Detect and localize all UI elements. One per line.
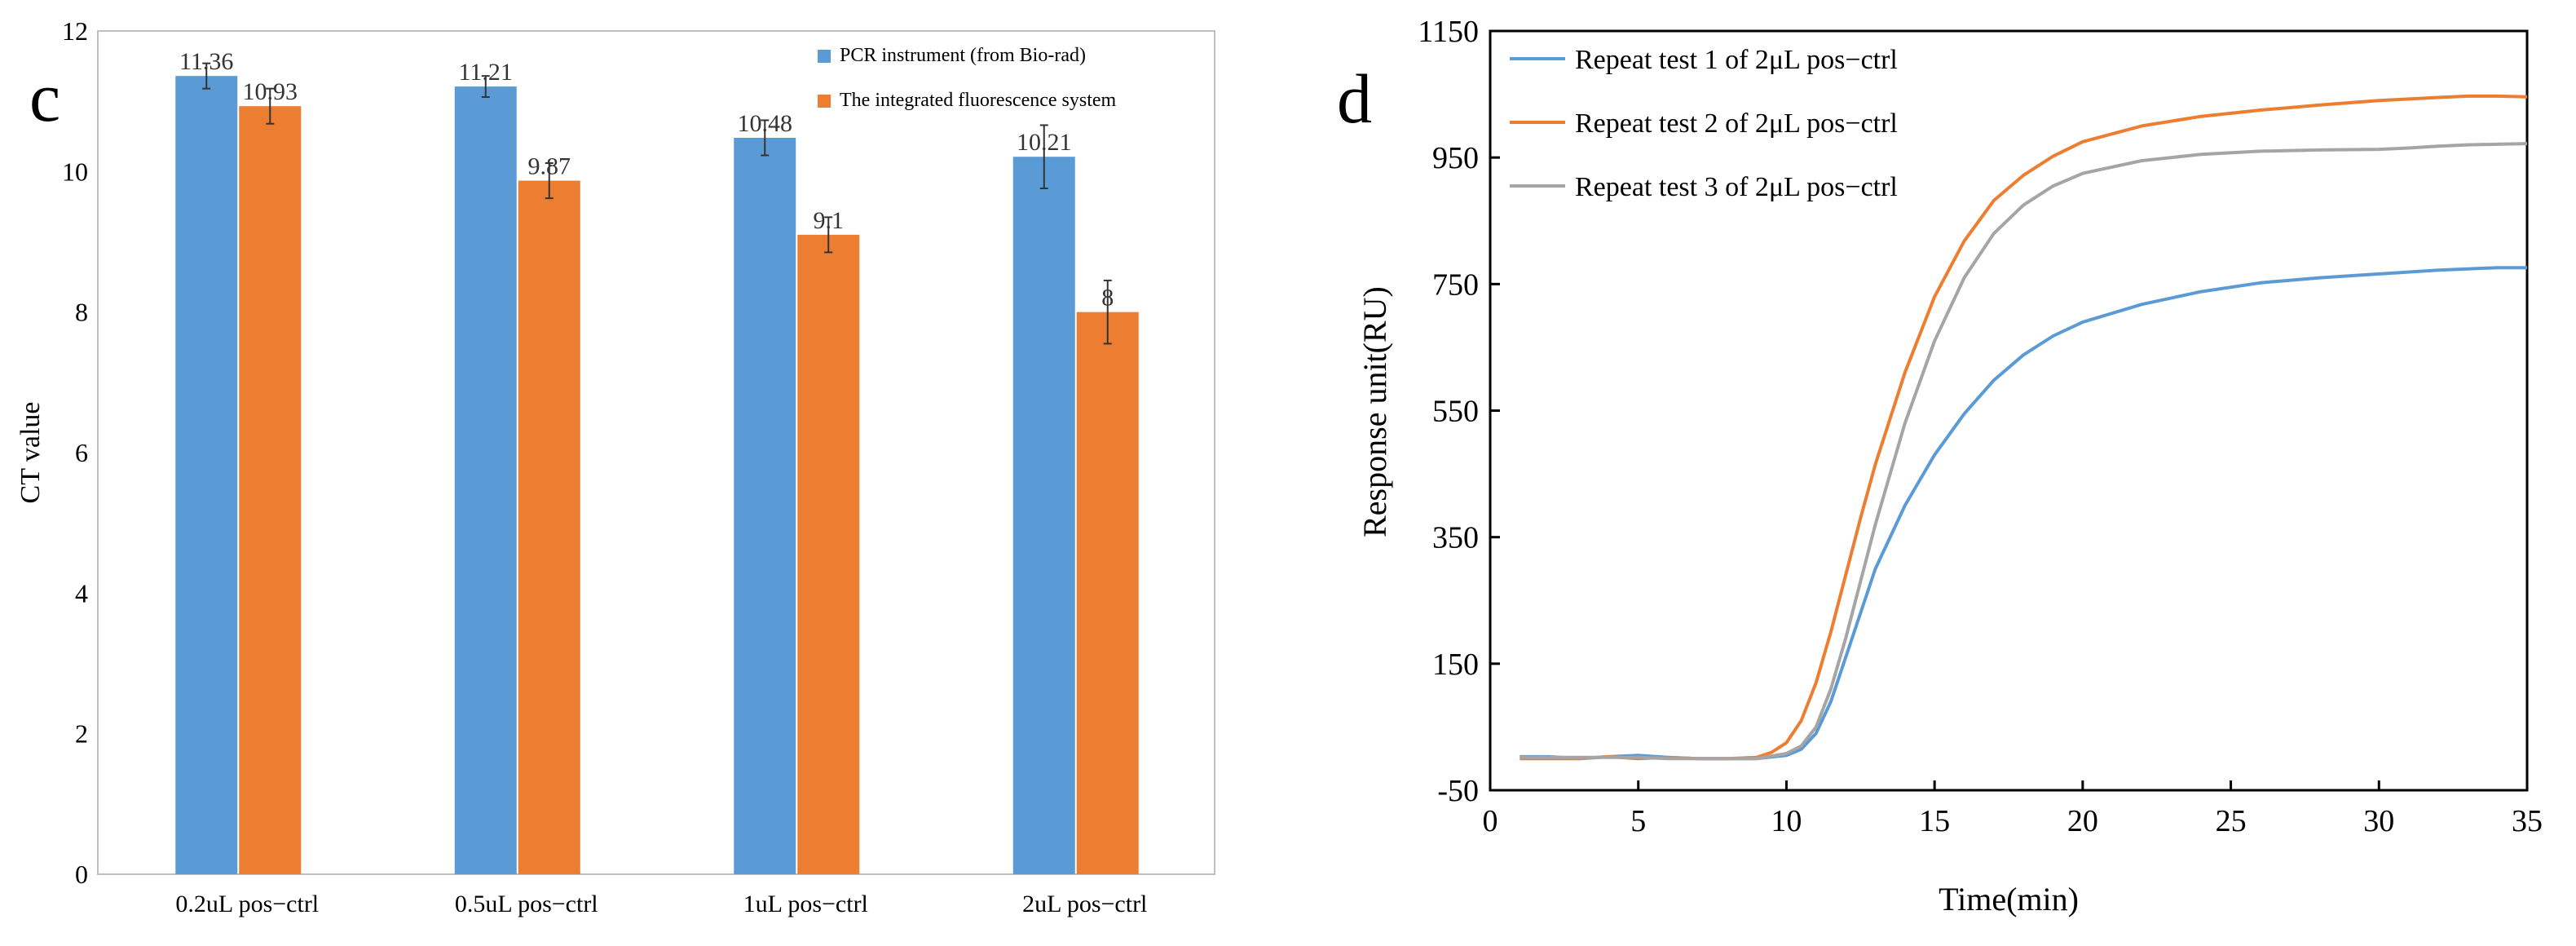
line-y-tick-label: 150 <box>1432 648 1479 682</box>
line-x-tick-label: 35 <box>2512 804 2543 838</box>
line-x-tick-label: 0 <box>1483 804 1498 838</box>
bar-x-tick-label: 0.5uL pos−ctrl <box>455 891 598 917</box>
bar-y-ticks: 0 2 4 6 8 10 12 <box>62 16 88 889</box>
line-x-tick-label: 15 <box>1919 804 1950 838</box>
line-series <box>1520 94 2528 761</box>
bar-pcr <box>454 86 517 875</box>
bar-x-tick-label: 2uL pos−ctrl <box>1022 891 1147 917</box>
bar-y-tick-label: 6 <box>75 438 88 467</box>
legend-swatch <box>818 50 831 63</box>
legend-label: The integrated fluorescence system <box>840 90 1117 111</box>
bar-data-label: 11.36 <box>179 48 233 75</box>
bar-data-label: 9.87 <box>528 153 571 180</box>
bar-y-tick-label: 10 <box>62 157 88 186</box>
bar-y-tick-label: 12 <box>62 16 88 46</box>
bar-x-ticks: 0.2uL pos−ctrl 0.5uL pos−ctrl 1uL pos−ctrl… <box>175 891 1147 917</box>
bar-y-tick-label: 2 <box>75 719 88 749</box>
line-x-tick-label: 25 <box>2216 804 2247 838</box>
line-x-ticks: 0 5 10 15 20 25 30 35 <box>1483 780 2543 838</box>
series-line-3 <box>1520 142 2528 761</box>
panel-label-c: c <box>29 58 60 136</box>
bar-x-tick-label: 0.2uL pos−ctrl <box>175 891 319 917</box>
bar-y-tick-label: 0 <box>75 860 88 889</box>
bar-pcr <box>1012 157 1075 874</box>
bar-integrated <box>1076 312 1139 875</box>
line-y-axis-label: Response unit(RU) <box>1356 286 1393 537</box>
bar-data-label: 10.93 <box>243 78 298 105</box>
bar-data-label: 10.21 <box>1017 129 1072 156</box>
line-y-tick-label: 1150 <box>1418 15 1479 49</box>
series-line-1 <box>1520 266 2527 761</box>
line-y-ticks: -50 150 350 550 750 950 1150 <box>1418 15 1500 808</box>
bar-series: 11.36 10.93 11.21 9.87 10.48 9.1 10.21 8 <box>175 48 1139 875</box>
line-y-tick-label: 550 <box>1432 395 1479 429</box>
bar-integrated <box>239 106 302 874</box>
legend-label: Repeat test 2 of 2μL pos−ctrl <box>1575 108 1898 139</box>
line-y-tick-label: 350 <box>1432 521 1479 555</box>
legend-label: Repeat test 1 of 2μL pos−ctrl <box>1575 45 1898 75</box>
line-y-tick-label: 750 <box>1432 267 1479 302</box>
line-x-axis-label: Time(min) <box>1939 881 2079 917</box>
line-plot-area <box>1489 29 2529 792</box>
line-x-tick-label: 5 <box>1630 804 1646 838</box>
panel-label-d: d <box>1337 60 1372 138</box>
bar-y-tick-label: 8 <box>75 298 88 327</box>
bar-pcr <box>734 137 796 874</box>
bar-integrated <box>518 180 580 874</box>
bar-x-tick-label: 1uL pos−ctrl <box>743 891 868 917</box>
legend-label: Repeat test 3 of 2μL pos−ctrl <box>1575 172 1898 202</box>
bar-plot-area <box>97 30 1215 875</box>
line-y-tick-label: -50 <box>1437 774 1479 808</box>
line-x-tick-label: 20 <box>2067 804 2098 838</box>
bar-integrated <box>797 234 860 875</box>
bar-data-label: 8 <box>1101 285 1114 312</box>
line-x-tick-label: 30 <box>2363 804 2394 838</box>
line-legend: Repeat test 1 of 2μL pos−ctrl Repeat test… <box>1510 45 1898 202</box>
line-y-tick-label: 950 <box>1432 141 1479 175</box>
line-x-tick-label: 10 <box>1771 804 1802 838</box>
bar-legend: PCR instrument (from Bio-rad) The integra… <box>818 45 1117 111</box>
bar-data-label: 9.1 <box>814 207 845 234</box>
bar-y-axis-label: CT value <box>15 402 46 504</box>
bar-data-label: 11.21 <box>459 59 513 86</box>
bar-pcr <box>175 76 238 874</box>
legend-swatch <box>818 95 831 108</box>
legend-label: PCR instrument (from Bio-rad) <box>840 45 1086 66</box>
bar-data-label: 10.48 <box>738 110 793 137</box>
bar-y-tick-label: 4 <box>75 578 88 608</box>
